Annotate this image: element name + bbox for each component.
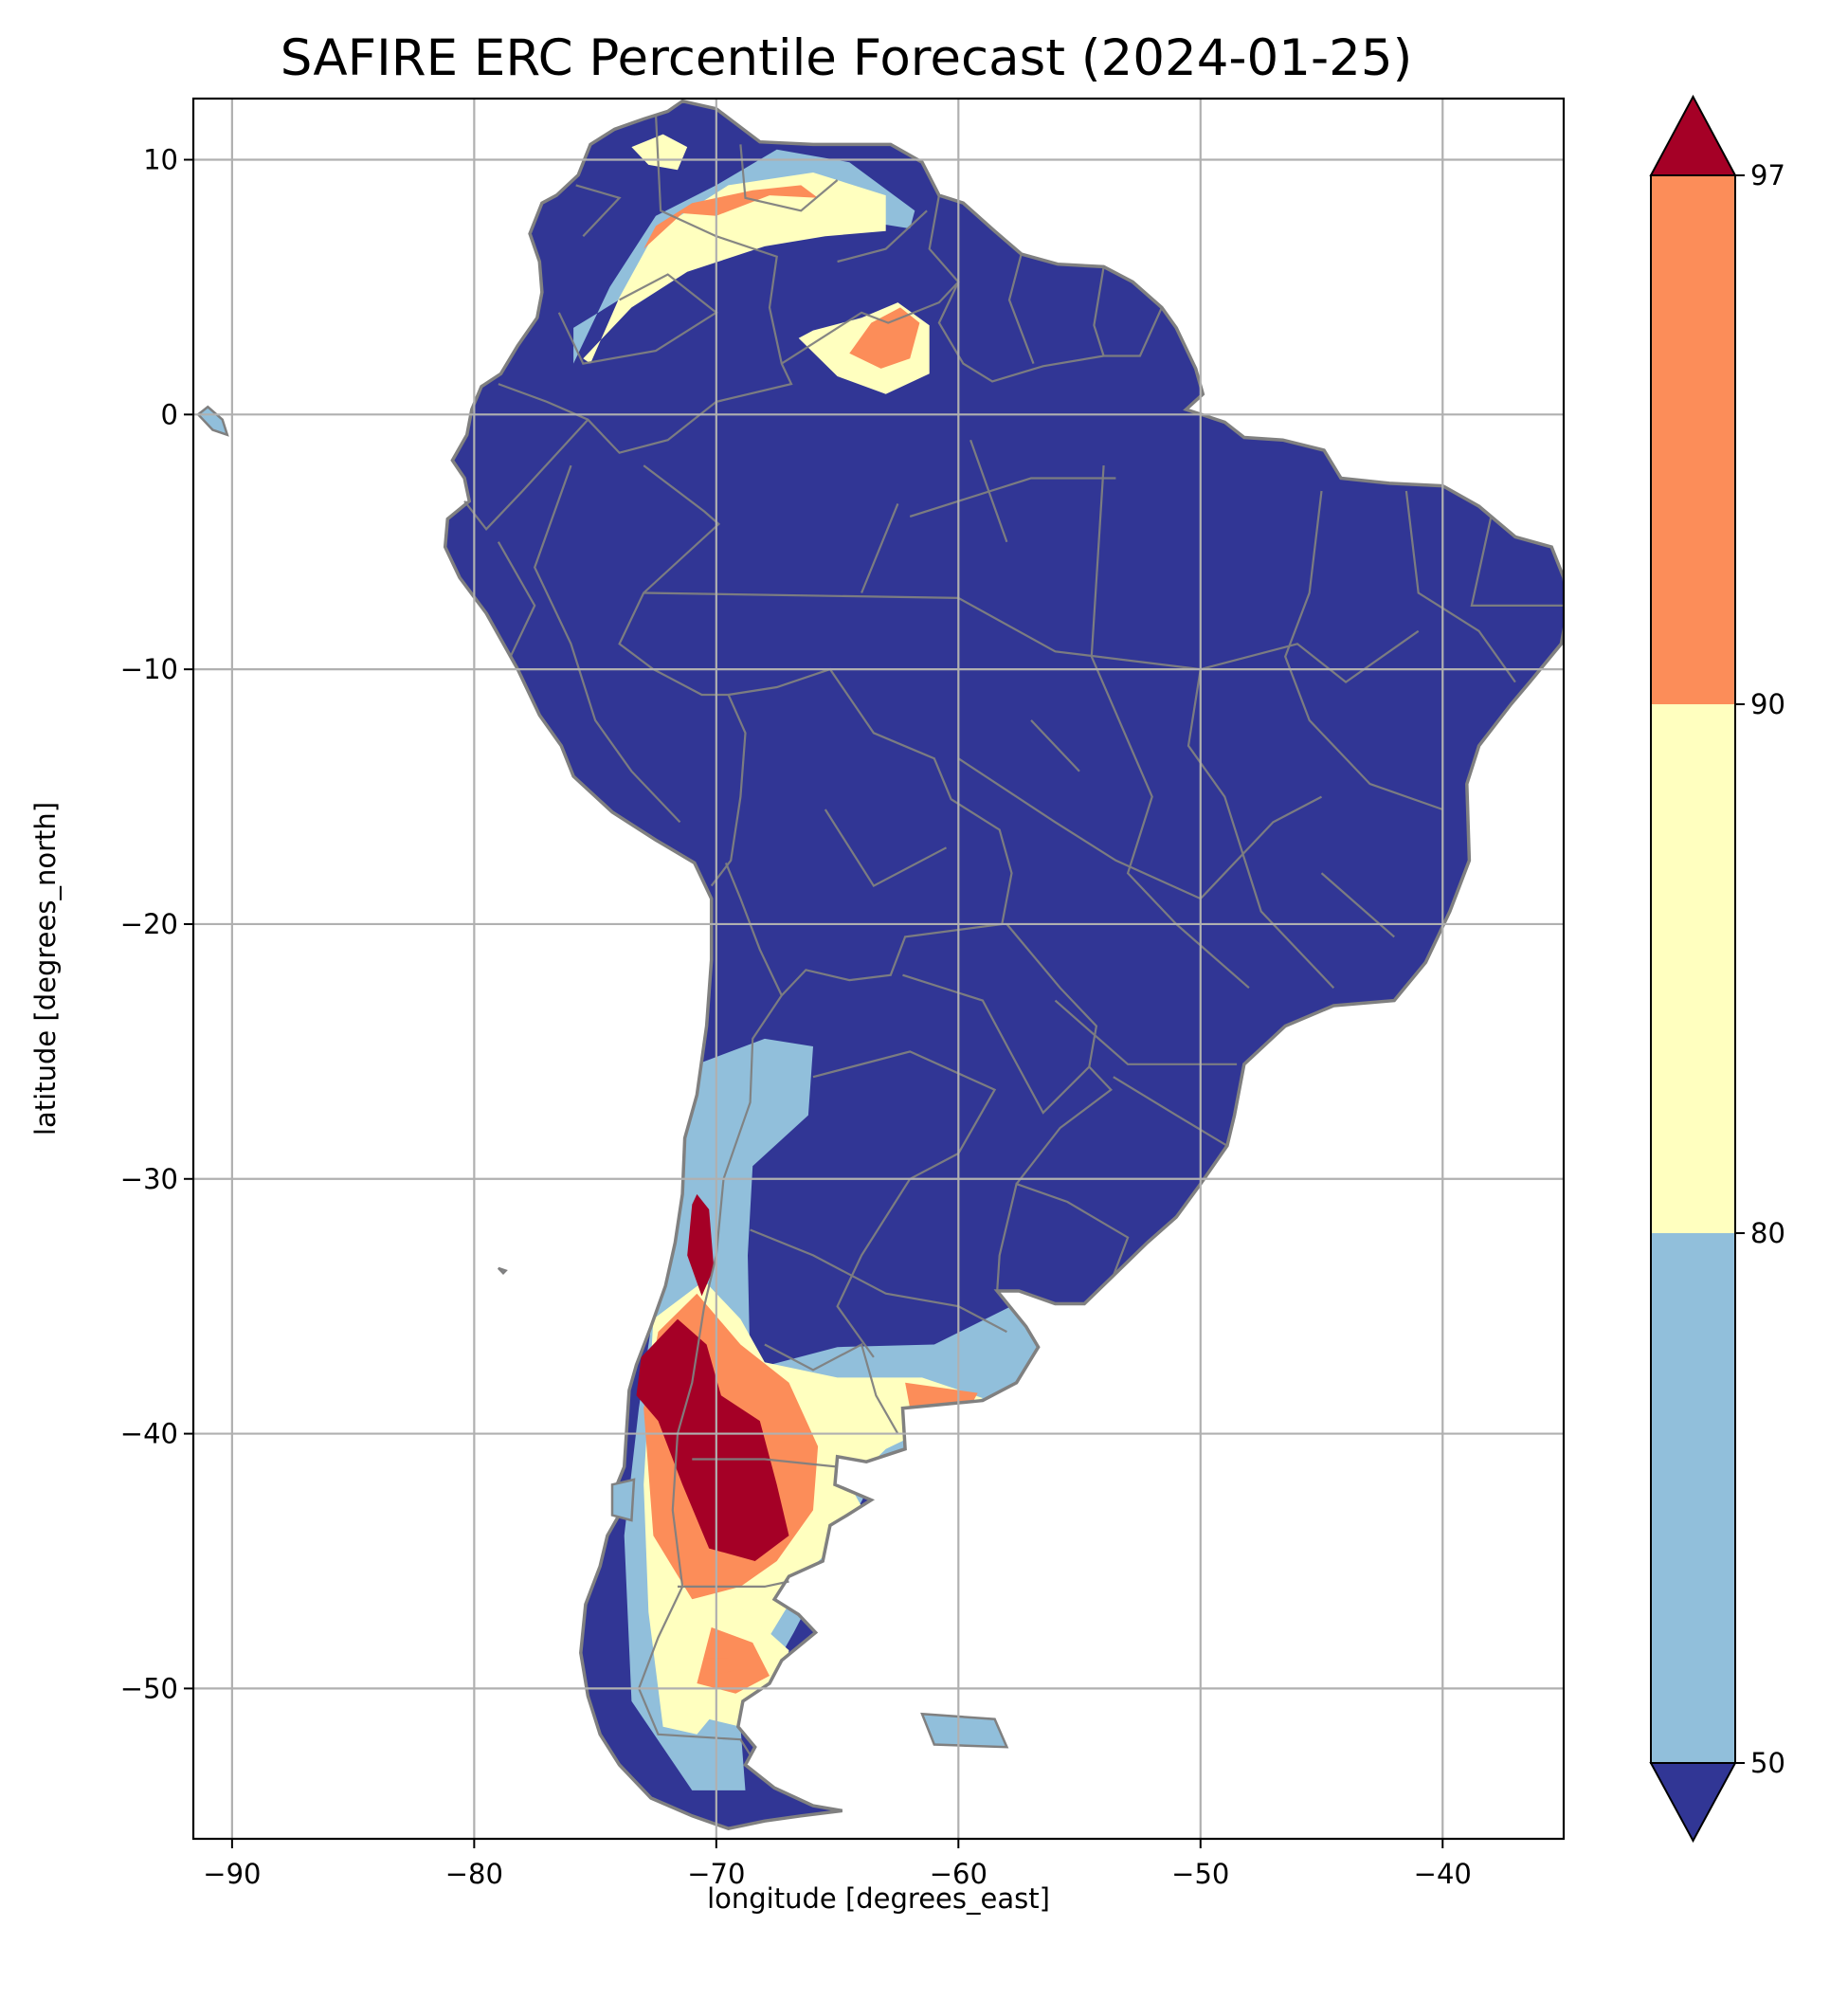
colorbar-extend-low — [1649, 1762, 1737, 1844]
x-axis-ticks: −90 −80 −70 −60 −50 −40 — [203, 1839, 1472, 1890]
colorbar-bin — [1651, 175, 1735, 704]
boundary-line — [1015, 1065, 1113, 1185]
y-tick-label: −10 — [120, 653, 178, 685]
colorbar: 50 80 90 97 — [1649, 94, 1785, 1844]
x-tick-label: −50 — [1171, 1858, 1229, 1890]
percentile-zone-90-97 — [643, 185, 819, 249]
colorbar-tick-label: 90 — [1750, 688, 1785, 720]
boundary-line — [812, 1050, 997, 1358]
boundary-line — [781, 194, 960, 365]
erc-percentile-field — [444, 100, 1564, 1829]
boundary-line — [1093, 266, 1105, 356]
percentile-zone-90-97 — [697, 1626, 770, 1694]
x-tick-label: −60 — [930, 1858, 987, 1890]
x-tick-label: −80 — [445, 1858, 503, 1890]
percentile-zone-80-90 — [583, 173, 886, 364]
percentile-zone-90-97 — [849, 307, 920, 369]
admin-boundaries — [463, 114, 1564, 1755]
axes-frame — [191, 97, 1566, 1841]
boundary-line — [824, 809, 948, 888]
boundary-line — [739, 144, 839, 212]
chart-title: SAFIRE ERC Percentile Forecast (2024-01-… — [281, 29, 1413, 87]
x-tick-label: −90 — [203, 1858, 261, 1890]
boundary-line — [861, 502, 899, 593]
gridlines — [193, 99, 1564, 1839]
boundary-line — [957, 757, 1323, 900]
y-tick-label: −40 — [120, 1418, 178, 1450]
island — [920, 1712, 1009, 1749]
boundary-line — [1470, 516, 1564, 607]
boundary-line — [1320, 872, 1395, 938]
colorbar-bin — [1651, 704, 1735, 1233]
boundary-line — [764, 1342, 899, 1435]
boundary-line — [1113, 1076, 1228, 1147]
boundary-line — [1090, 465, 1250, 990]
colorbar-bin — [1651, 1233, 1735, 1763]
y-tick-label: −20 — [120, 908, 178, 940]
percentile-zone-gt97 — [687, 1193, 715, 1297]
boundary-line — [1030, 719, 1080, 772]
x-tick-label: −40 — [1414, 1858, 1472, 1890]
colorbar-tick-label: 80 — [1750, 1217, 1785, 1249]
y-axis-label: latitude [degrees_north] — [29, 802, 62, 1136]
boundary-line — [996, 1182, 1130, 1292]
percentile-zone-80-90 — [631, 134, 688, 171]
island — [497, 1266, 508, 1276]
colorbar-tick-label: 50 — [1750, 1747, 1785, 1779]
colorbar-tick-label: 97 — [1750, 159, 1785, 191]
boundary-line — [1404, 490, 1516, 683]
percentile-zone-90-97 — [704, 1658, 734, 1676]
y-axis-ticks: 10 0 −10 −20 −30 −40 −50 — [120, 144, 193, 1704]
boundary-line — [557, 273, 718, 365]
boundary-line — [909, 477, 1116, 518]
boundary-line — [902, 923, 1098, 1115]
boundary-line — [750, 1228, 1007, 1334]
boundary-line — [1284, 490, 1443, 811]
boundary-line — [937, 282, 1163, 383]
y-tick-label: 10 — [143, 144, 178, 176]
x-axis-label: longitude [degrees_east] — [707, 1882, 1050, 1915]
percentile-zone-gt97 — [636, 1318, 789, 1561]
boundary-line — [575, 184, 622, 237]
boundary-line — [497, 541, 536, 658]
colorbar-extend-high — [1649, 94, 1737, 176]
boundary-line — [534, 464, 681, 824]
y-tick-label: −50 — [120, 1672, 178, 1704]
y-tick-label: −30 — [120, 1163, 178, 1195]
island — [610, 1478, 636, 1522]
boundary-line — [678, 1580, 789, 1588]
map-area — [193, 99, 1564, 1839]
colorbar-frame — [1650, 174, 1736, 1764]
boundary-line — [1007, 253, 1035, 364]
coastline — [443, 99, 1564, 1831]
y-tick-label: 0 — [161, 398, 178, 430]
boundary-line — [463, 418, 589, 531]
boundary-line — [837, 209, 928, 264]
x-tick-label: −70 — [687, 1858, 745, 1890]
boundary-line — [1187, 668, 1335, 989]
